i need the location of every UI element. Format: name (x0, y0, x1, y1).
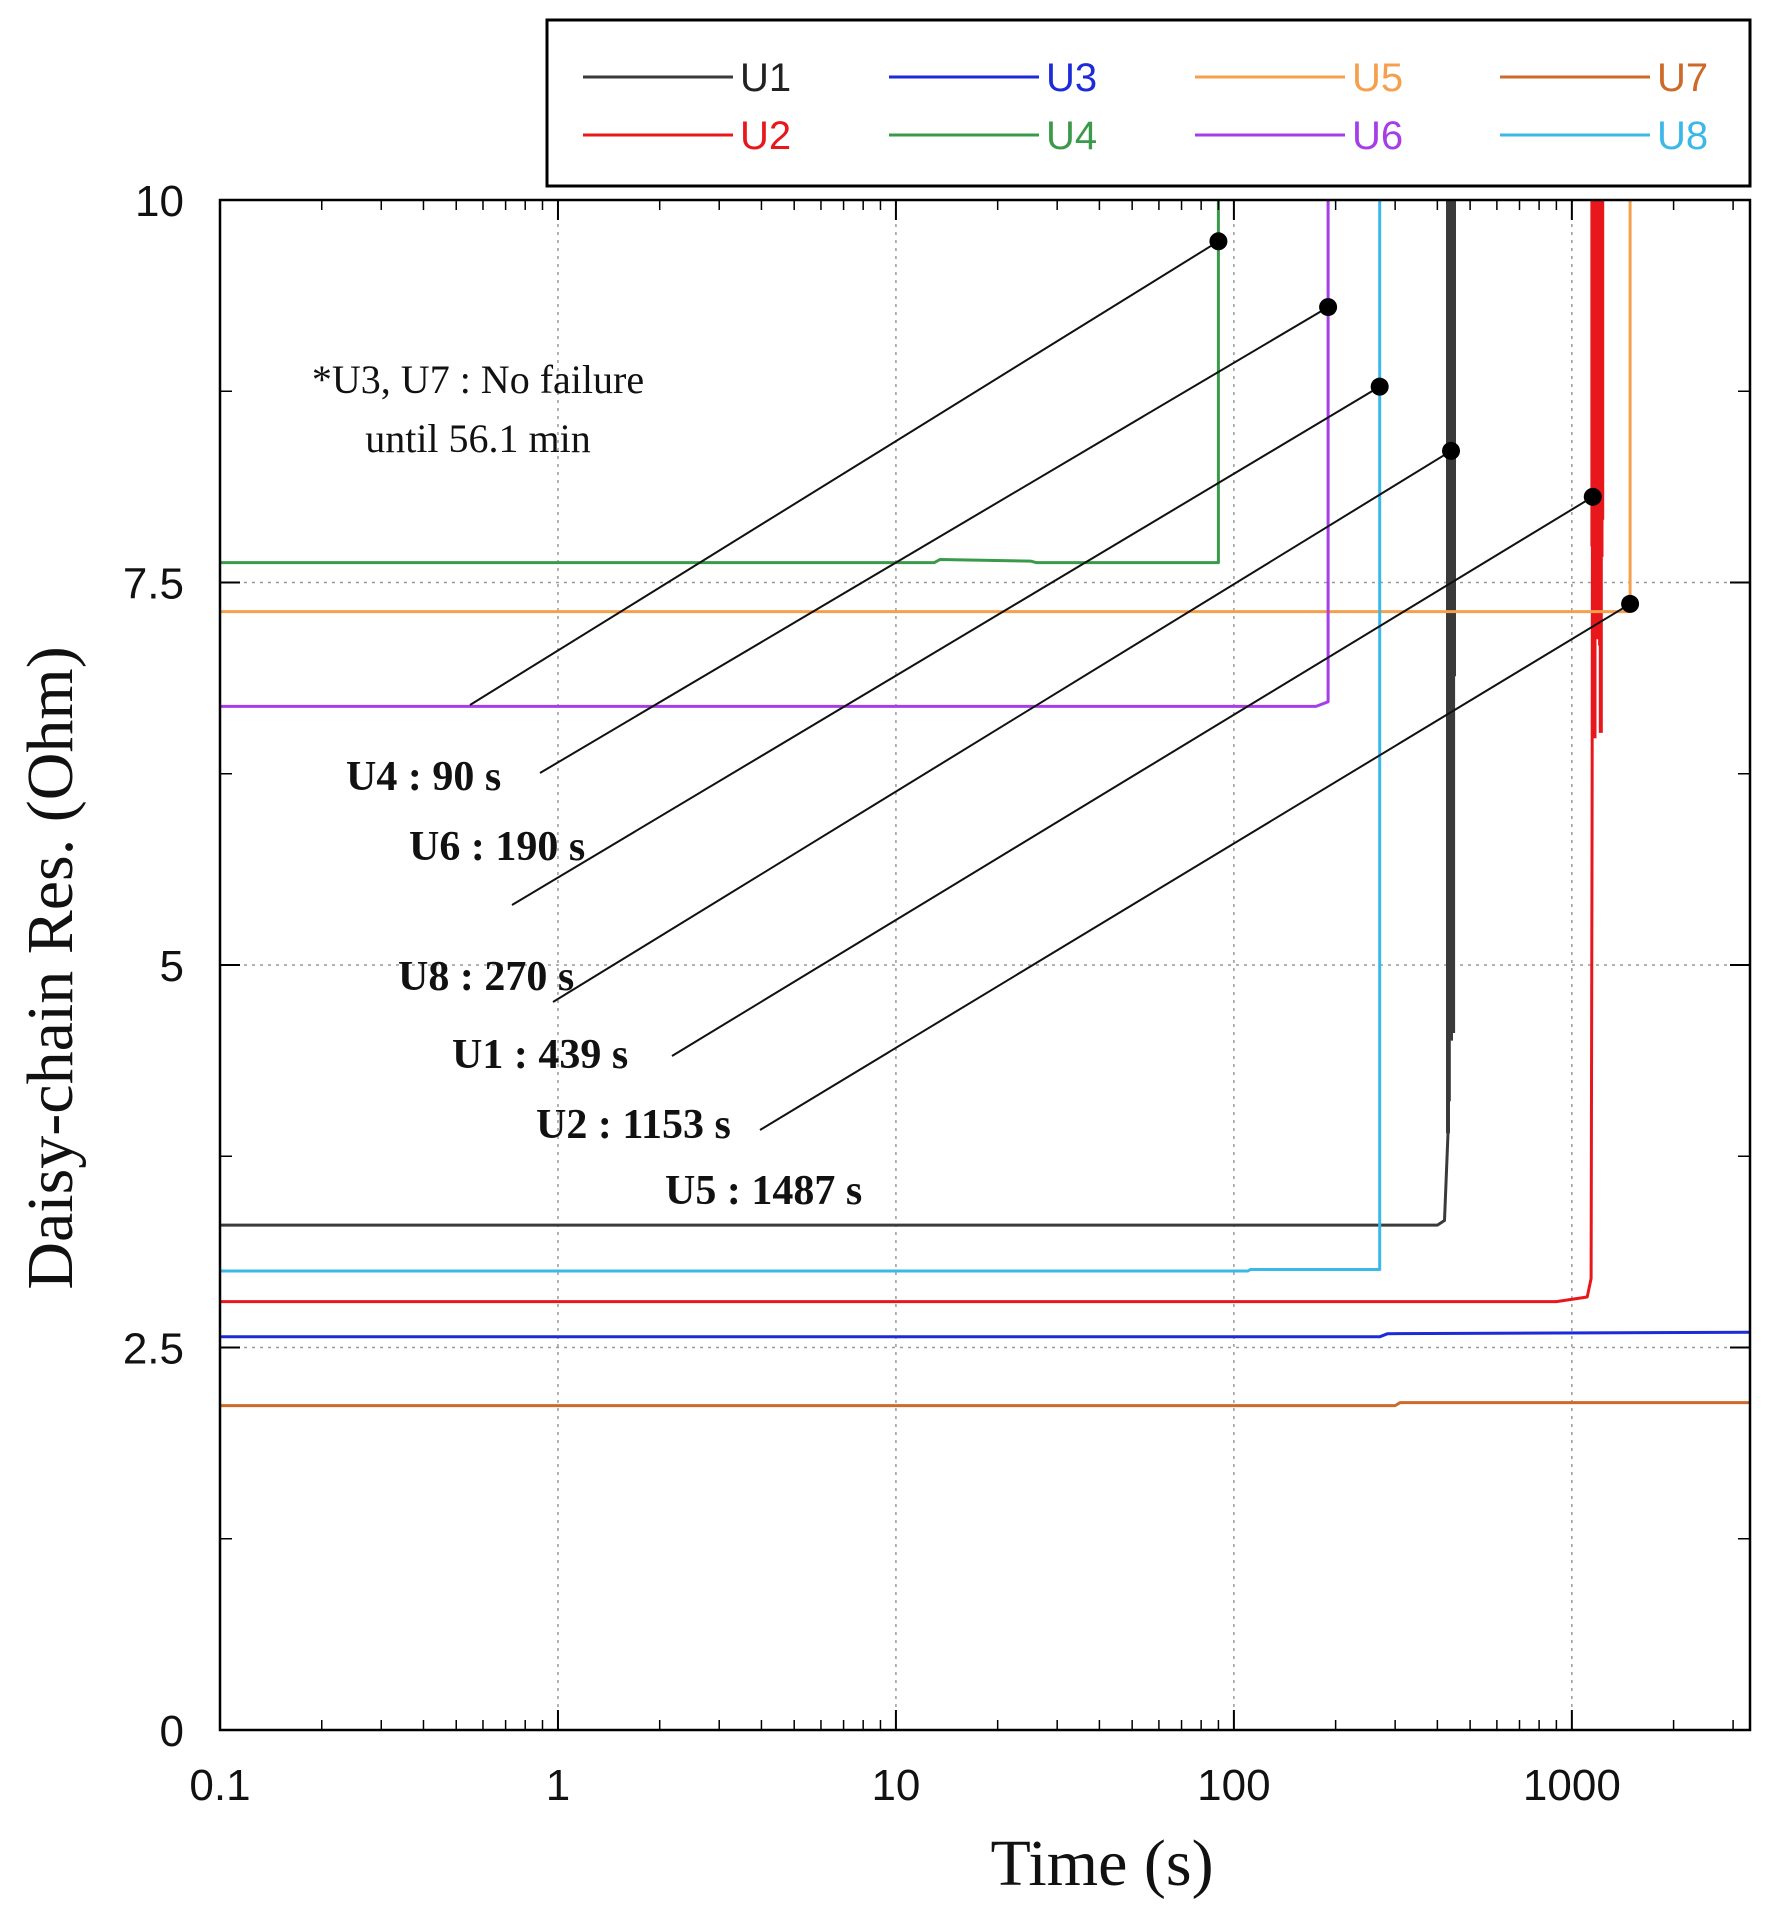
tick-layer: 0.1 1 10 100 1000 0 2.5 5 7.5 10 (123, 177, 1750, 1810)
no-failure-note-line-2: until 56.1 min (365, 416, 591, 461)
failure-point-u5 (1621, 594, 1640, 613)
x-tick-label: 100 (1197, 1761, 1270, 1810)
series-line-u7 (220, 1401, 1750, 1408)
series-failure-trace-u1 (1446, 200, 1456, 1134)
failure-point-u6 (1319, 298, 1338, 317)
legend-label-u5: U5 (1352, 56, 1403, 100)
failure-point-u2 (1583, 487, 1602, 506)
legend-box (545, 18, 1752, 188)
no-failure-note-line-1: *U3, U7 : No failure (312, 357, 644, 402)
legend-label-u6: U6 (1352, 114, 1403, 158)
y-tick-label: 0 (160, 1707, 184, 1756)
failure-leader-line (552, 450, 1452, 1003)
failure-point-u4 (1209, 232, 1228, 251)
failure-label-u4: U4 : 90 s (346, 754, 501, 800)
x-axis-label: Time (s) (990, 1827, 1213, 1900)
series-line-u6 (220, 200, 1330, 708)
y-tick-label: 2.5 (123, 1325, 184, 1374)
legend-label-u2: U2 (740, 114, 791, 158)
failure-leader-line (759, 603, 1631, 1131)
failure-leader-line (511, 385, 1381, 906)
failure-label-u8: U8 : 270 s (398, 954, 574, 1000)
x-tick-label: 10 (871, 1761, 920, 1810)
failure-point-u8 (1370, 377, 1389, 396)
legend-label-u3: U3 (1046, 56, 1097, 100)
failure-label-u6: U6 : 190 s (409, 824, 585, 870)
x-tick-label: 1000 (1523, 1761, 1621, 1810)
series-line-u3 (220, 1330, 1751, 1339)
legend: U1 U2 U3 U4 U5 U6 U7 U8 (545, 18, 1752, 188)
failure-label-u2: U2 : 1153 s (536, 1102, 731, 1148)
legend-label-u7: U7 (1657, 56, 1708, 100)
x-tick-label: 0.1 (189, 1761, 250, 1810)
failure-label-u1: U1 : 439 s (452, 1032, 628, 1078)
series-line-u8 (220, 200, 1382, 1273)
legend-label-u1: U1 (740, 56, 791, 100)
failure-leader-line (671, 495, 1594, 1057)
grid-layer (220, 200, 1750, 1730)
y-tick-label: 5 (160, 942, 184, 991)
failure-leader-line (469, 240, 1219, 706)
legend-label-u4: U4 (1046, 114, 1097, 158)
y-tick-label: 7.5 (123, 560, 184, 609)
failure-label-u5: U5 : 1487 s (665, 1168, 862, 1214)
series-failure-trace-u2 (1590, 200, 1605, 739)
failure-leader-line (539, 306, 1329, 774)
failure-point-u1 (1442, 441, 1461, 460)
series-line-u2 (220, 199, 1595, 1304)
failure-leader-layer: U4 : 90 s U6 : 190 s U8 : 270 s U1 : 439 s U… (346, 232, 1640, 1214)
y-tick-label: 10 (135, 177, 184, 226)
legend-label-u8: U8 (1657, 114, 1708, 158)
y-axis-label: Daisy-chain Res. (Ohm) (14, 646, 87, 1289)
x-tick-label: 1 (546, 1761, 570, 1810)
series-line-u4 (220, 200, 1220, 565)
